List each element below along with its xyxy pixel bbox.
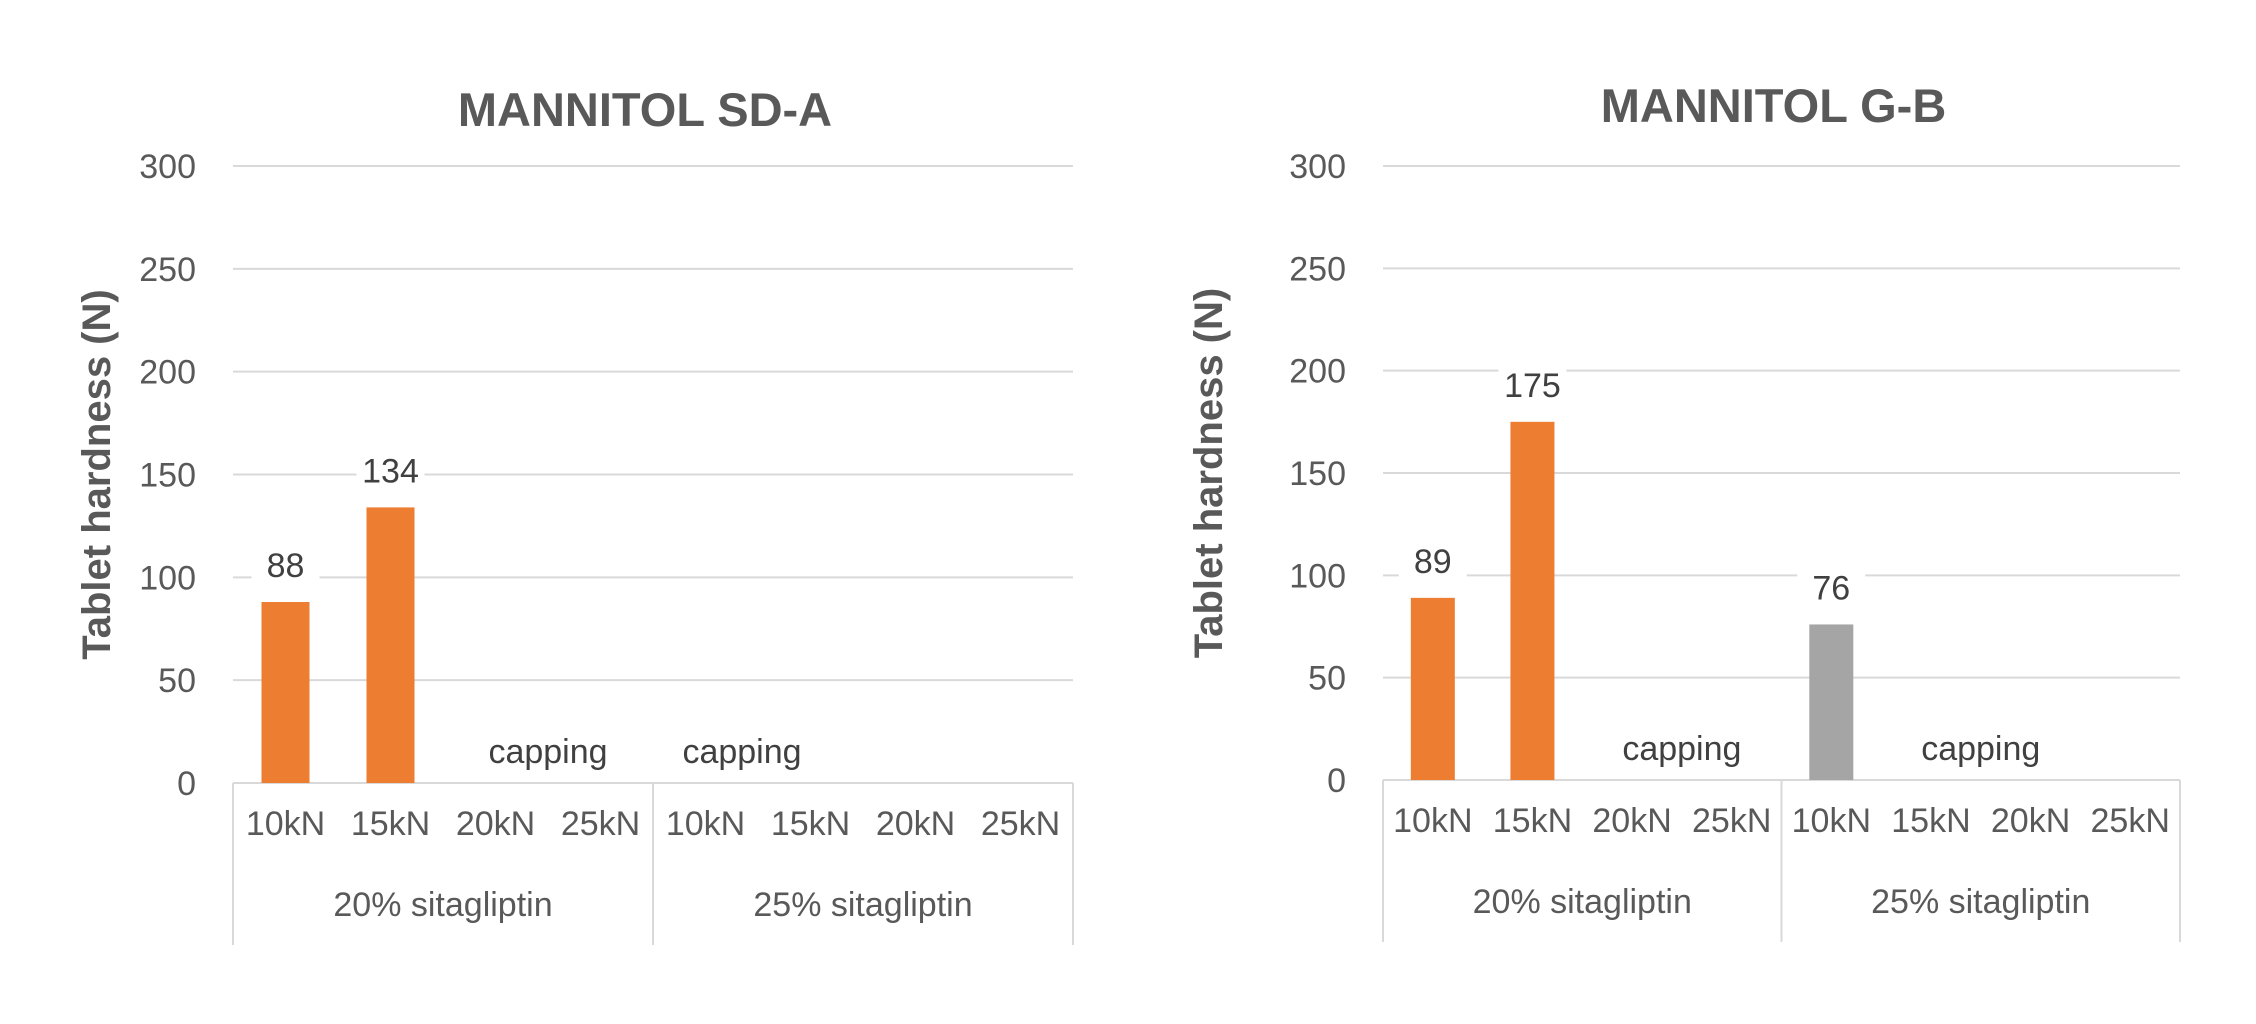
x-tick-label: 15kN <box>351 805 430 843</box>
bar <box>1410 597 1455 780</box>
bar <box>1809 624 1854 780</box>
data-label-bg <box>251 545 320 588</box>
y-tick-label: 300 <box>139 148 196 186</box>
x-tick-label: 25kN <box>981 805 1060 843</box>
chart-1: MANNITOL SD-A Tablet hardness (N) 0 50 100 15… <box>75 83 1074 945</box>
y-tick-label: 300 <box>1289 148 1346 186</box>
x-tick-label: 10kN <box>1792 802 1871 840</box>
x-tick-label: 10kN <box>666 805 745 843</box>
annotation-capping: capping <box>682 733 801 771</box>
data-label-bg <box>1498 364 1567 407</box>
x-tick-label: 20kN <box>456 805 535 843</box>
x-tick-label: 10kN <box>1393 802 1472 840</box>
x-tick-label: 15kN <box>1891 802 1970 840</box>
data-label: 134 <box>362 452 419 490</box>
x-tick-label: 20kN <box>1991 802 2070 840</box>
data-label-bg <box>356 450 425 493</box>
group-label: 25% sitagliptin <box>753 886 972 924</box>
y-axis-label: Tablet hardness (N) <box>1187 288 1231 658</box>
data-label-bg <box>1797 567 1866 610</box>
group-label: 25% sitagliptin <box>1871 883 2090 921</box>
x-tick-label: 10kN <box>246 805 325 843</box>
x-tick-label: 20kN <box>1592 802 1671 840</box>
annotation-capping: capping <box>1921 730 2040 768</box>
chart-title: MANNITOL SD-A <box>458 83 832 136</box>
group-label: 20% sitagliptin <box>1473 883 1692 921</box>
data-label: 175 <box>1504 367 1561 405</box>
group-label: 20% sitagliptin <box>333 886 552 924</box>
data-label: 89 <box>1414 543 1452 581</box>
y-tick-label: 100 <box>139 559 196 597</box>
y-tick-label: 50 <box>1308 660 1346 698</box>
x-tick-label: 20kN <box>876 805 955 843</box>
y-tick-label: 200 <box>1289 353 1346 391</box>
y-tick-label: 250 <box>139 251 196 289</box>
annotation-capping: capping <box>488 733 607 771</box>
bar <box>1510 421 1555 780</box>
y-tick-label: 0 <box>177 765 196 803</box>
x-tick-label: 25kN <box>1692 802 1771 840</box>
x-tick-label: 25kN <box>561 805 640 843</box>
x-tick-label: 15kN <box>1493 802 1572 840</box>
y-axis-label: Tablet hardness (N) <box>75 289 119 659</box>
x-tick-label: 25kN <box>2091 802 2170 840</box>
y-tick-label: 100 <box>1289 557 1346 595</box>
bar <box>261 602 310 783</box>
data-label: 88 <box>267 547 305 585</box>
y-tick-label: 50 <box>158 662 196 700</box>
y-tick-label: 150 <box>139 457 196 495</box>
chart-title: MANNITOL G-B <box>1601 79 1947 132</box>
data-label-bg <box>1398 540 1467 583</box>
y-tick-label: 0 <box>1327 762 1346 800</box>
x-tick-label: 15kN <box>771 805 850 843</box>
bar <box>366 507 415 783</box>
y-tick-label: 250 <box>1289 250 1346 288</box>
y-tick-label: 150 <box>1289 455 1346 493</box>
y-tick-label: 200 <box>139 354 196 392</box>
chart-2: MANNITOL G-B Tablet hardness (N) 0 50 100 150… <box>1187 79 2181 942</box>
data-label: 76 <box>1812 569 1850 607</box>
annotation-capping: capping <box>1622 730 1741 768</box>
